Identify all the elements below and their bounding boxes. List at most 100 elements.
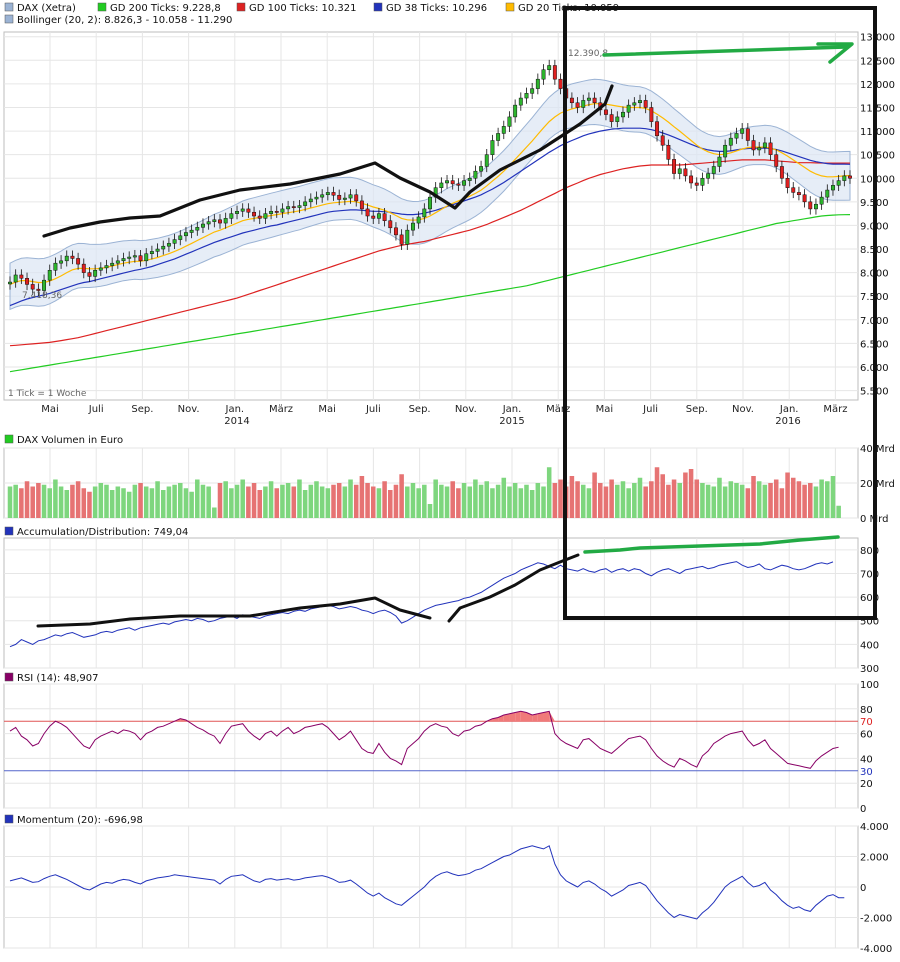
candle-body xyxy=(513,104,518,118)
candle-body xyxy=(59,260,64,264)
x-month-label: Juli xyxy=(365,404,381,415)
candle-body xyxy=(848,175,852,179)
candle-body xyxy=(280,208,285,213)
candle-body xyxy=(64,255,69,262)
candle-body xyxy=(303,201,308,206)
candle-body xyxy=(462,180,467,186)
volume-bar xyxy=(495,484,501,518)
candle-body xyxy=(388,220,393,229)
candle-body xyxy=(53,262,58,271)
volume-bar xyxy=(342,486,348,518)
volume-bar xyxy=(575,481,580,518)
candle-body xyxy=(825,189,830,198)
candle-body xyxy=(711,166,716,174)
momentum-y-tick: -4.000 xyxy=(860,944,892,955)
volume-bar xyxy=(13,484,18,518)
volume-bar xyxy=(456,488,461,518)
volume-bar xyxy=(36,483,41,518)
volume-bar xyxy=(603,486,609,518)
volume-bar xyxy=(92,486,98,518)
candle-body xyxy=(796,192,801,196)
volume-bar xyxy=(461,483,467,518)
x-month-label: Juli xyxy=(642,404,658,415)
candle-body xyxy=(365,208,370,217)
candle-body xyxy=(201,223,205,228)
candle-body xyxy=(831,185,835,191)
volume-bar xyxy=(336,483,342,518)
legend-swatch xyxy=(505,2,515,12)
candle-body xyxy=(507,116,512,127)
volume-bar xyxy=(217,483,223,518)
candle-body xyxy=(467,178,472,181)
volume-bar xyxy=(796,481,802,518)
candle-body xyxy=(672,159,677,174)
x-month-label: Mai xyxy=(596,404,614,415)
candle-body xyxy=(121,258,126,262)
rsi-overbought-fill xyxy=(509,712,516,722)
candle-body xyxy=(524,93,529,99)
candle-body xyxy=(694,182,699,186)
volume-bar xyxy=(206,486,211,518)
ad-y-tick: 600 xyxy=(860,593,879,604)
legend-swatch xyxy=(4,14,14,24)
candle-body xyxy=(8,281,12,285)
ad-legend-swatch xyxy=(4,526,14,536)
volume-bar xyxy=(535,483,541,518)
legend-label: Bollinger (20, 2): 8.826,3 - 10.058 - 11… xyxy=(17,15,232,26)
volume-bar xyxy=(722,486,728,518)
volume-bar xyxy=(58,486,64,518)
volume-bar xyxy=(512,483,518,518)
volume-bar xyxy=(490,488,495,518)
volume-bar xyxy=(393,484,399,518)
rsi-y-tick: 30 xyxy=(860,767,873,778)
volume-bar xyxy=(319,486,325,518)
candle-body xyxy=(144,253,149,262)
rsi-overbought-fill xyxy=(520,711,527,722)
candle-body xyxy=(19,274,24,279)
rsi-legend-swatch xyxy=(4,672,14,682)
volume-bar xyxy=(552,483,558,518)
rsi-overbought-fill xyxy=(503,713,510,722)
volume-bar xyxy=(802,484,807,518)
x-month-label: Sep. xyxy=(686,404,708,415)
candle-body xyxy=(218,219,222,224)
volume-bar xyxy=(331,484,336,518)
candle-body xyxy=(93,270,98,277)
candle-body xyxy=(76,258,81,265)
volume-y-tick: 20 Mrd xyxy=(860,479,895,490)
volume-bar xyxy=(353,484,359,518)
candle-body xyxy=(155,248,160,252)
candle-body xyxy=(70,255,75,259)
candle-body xyxy=(428,196,432,210)
volume-bar xyxy=(246,486,251,518)
volume-bar xyxy=(666,484,671,518)
candle-body xyxy=(791,187,796,193)
price-y-tick: 10.000 xyxy=(860,174,895,185)
ad-y-tick: 300 xyxy=(860,664,879,675)
candle-body xyxy=(683,168,688,177)
x-month-label: Sep. xyxy=(131,404,153,415)
candle-body xyxy=(450,180,455,185)
volume-bar xyxy=(756,481,762,518)
volume-bar xyxy=(370,486,376,518)
candle-body xyxy=(439,182,444,188)
volume-bar xyxy=(484,481,490,518)
rsi-y-tick: 40 xyxy=(860,754,873,765)
price-y-tick: 13.000 xyxy=(860,33,895,44)
candle-body xyxy=(813,203,818,210)
candle-body xyxy=(541,69,546,80)
candle-body xyxy=(13,274,18,283)
candle-body xyxy=(115,260,120,264)
candle-body xyxy=(666,144,671,160)
candle-body xyxy=(337,194,342,200)
candle-body xyxy=(819,196,824,205)
volume-bar xyxy=(819,479,824,518)
volume-bar xyxy=(790,477,796,518)
candle-body xyxy=(104,265,109,269)
high-annotation: 12.390,8 xyxy=(568,49,608,59)
candle-body xyxy=(269,211,274,214)
volume-bar xyxy=(64,490,70,518)
volume-bar xyxy=(580,484,586,518)
volume-bar xyxy=(830,476,836,518)
volume-bar xyxy=(632,483,637,518)
